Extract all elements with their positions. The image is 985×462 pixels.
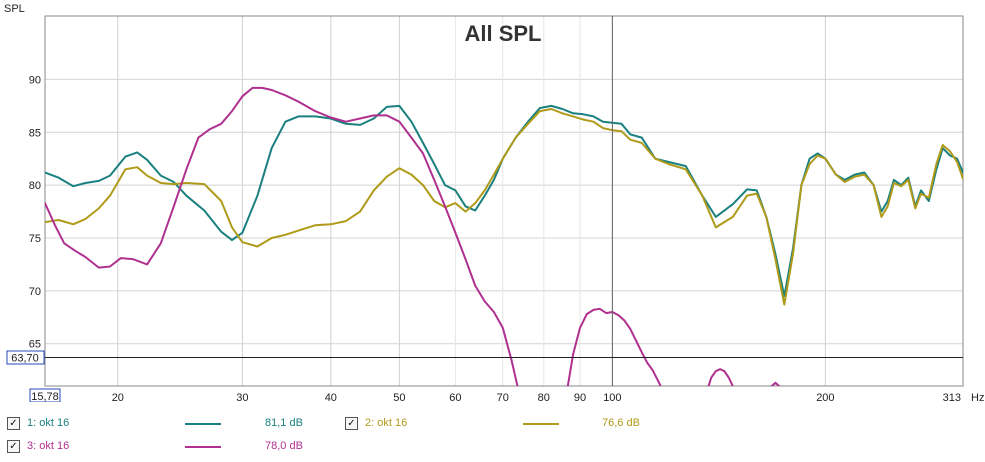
x-tick-label: 100 [603, 392, 621, 402]
x-tick-label: 20 [112, 392, 124, 402]
series-layer [45, 86, 963, 386]
y-tick-label: 70 [29, 286, 41, 298]
series-3-value: 78,0 dB [265, 440, 303, 452]
series-2-swatch [523, 423, 559, 425]
x-tick-label: 70 [497, 392, 509, 402]
series-line-2 [45, 108, 963, 306]
plot-frame [44, 15, 964, 387]
legend-item-series-3: ✓ 3: okt 16 78,0 dB [7, 440, 327, 458]
x-tick-labels: 20 30 40 50 60 70 80 90 100 200 313 [112, 392, 961, 402]
y-cursor-readout-box [6, 350, 45, 365]
x-tick-label: 60 [449, 392, 461, 402]
x-min-readout[interactable]: 15,78 [29, 388, 61, 402]
chart-title: All SPL [464, 21, 541, 46]
series-2-label: 2: okt 16 [365, 417, 408, 429]
x-tick-label: 200 [816, 392, 834, 402]
series-1-swatch [185, 423, 221, 425]
y-tick-label: 65 [29, 339, 41, 351]
y-tick-label: 90 [29, 74, 41, 86]
x-min-readout-text: 15,78 [31, 391, 59, 402]
y-tick-label: 75 [29, 233, 41, 245]
series-2-value: 76,6 dB [602, 417, 640, 429]
series-2-checkbox[interactable]: ✓ [345, 417, 358, 430]
y-cursor-readout-text: 63,70 [11, 353, 39, 365]
series-1-checkbox[interactable]: ✓ [7, 417, 20, 430]
cursor-layer [45, 16, 963, 386]
spl-chart: 65 70 75 80 85 90 20 30 40 50 60 70 80 90 100 200 313 A… [4, 3, 984, 402]
legend-item-series-2: ✓ 2: okt 16 76,6 dB [345, 417, 665, 435]
legend: ✓ 1: okt 16 81,1 dB ✓ 2: okt 16 76,6 dB … [0, 402, 985, 462]
series-3-swatch [185, 446, 221, 448]
x-tick-label: 50 [393, 392, 405, 402]
y-tick-label: 85 [29, 127, 41, 139]
x-tick-label: 90 [574, 392, 586, 402]
series-3-checkbox[interactable]: ✓ [7, 440, 20, 453]
y-tick-label: 80 [29, 180, 41, 192]
x-unit-label: Hz [971, 392, 984, 402]
x-tick-label: 40 [325, 392, 337, 402]
series-3-label: 3: okt 16 [27, 440, 70, 452]
y-tick-labels: 65 70 75 80 85 90 [29, 74, 41, 350]
x-min-readout-box [29, 388, 61, 402]
y-cursor-readout[interactable]: 63,70 [6, 350, 45, 365]
gridlines [45, 16, 963, 386]
x-tick-label: 30 [236, 392, 248, 402]
x-tick-label: 80 [538, 392, 550, 402]
series-line-3 [45, 86, 781, 386]
x-tick-label: 313 [943, 392, 961, 402]
series-1-label: 1: okt 16 [27, 417, 70, 429]
series-1-value: 81,1 dB [265, 417, 303, 429]
y-axis-label: SPL [4, 3, 25, 15]
legend-item-series-1: ✓ 1: okt 16 81,1 dB [7, 417, 327, 435]
series-line-1 [45, 104, 963, 298]
